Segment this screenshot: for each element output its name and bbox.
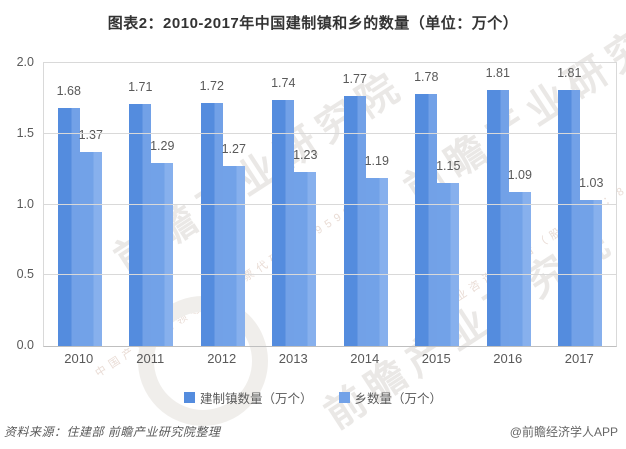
bar-value-label: 1.03 — [579, 176, 604, 191]
bar-group-2012: 1.72 1.27 — [187, 63, 259, 346]
y-tick-label: 1.5 — [16, 125, 34, 140]
bar-value-label: 1.78 — [414, 70, 439, 85]
x-label-2010: 2010 — [64, 351, 94, 366]
y-tick-label: 1.0 — [16, 196, 34, 211]
bar-value-label: 1.37 — [78, 128, 103, 143]
bar-towns-2010: 1.68 — [57, 84, 81, 346]
bar-value-label: 1.29 — [150, 139, 175, 154]
legend-item-townships: 乡数量（万个） — [338, 388, 443, 407]
legend-label: 建制镇数量（万个） — [199, 392, 313, 406]
bar-group-2011: 1.71 1.29 — [116, 63, 188, 346]
source-note: 资料来源：住建部 前瞻产业研究院整理 — [4, 425, 221, 439]
bar-value-label: 1.19 — [364, 153, 389, 168]
y-tick-label: 2.0 — [16, 55, 34, 69]
bar-towns-2011: 1.71 — [128, 80, 152, 346]
bar-townships-2010: 1.37 — [79, 128, 103, 346]
credit-note: @前瞻经济学人APP — [509, 425, 618, 439]
gridline — [44, 203, 616, 205]
bar-group-2015: 1.78 1.15 — [402, 63, 474, 346]
bar-group-2013: 1.74 1.23 — [259, 63, 331, 346]
x-label-2017: 2017 — [564, 351, 594, 366]
x-label-2013: 2013 — [278, 351, 308, 366]
bar-value-label: 1.81 — [485, 65, 510, 80]
gridline — [44, 132, 616, 134]
bar-townships-2016: 1.09 — [508, 168, 532, 346]
y-axis: 0.0 0.5 1.0 1.5 2.0 — [0, 55, 37, 352]
bars-row: 1.68 1.37 1.71 1.29 1.72 1.27 1.74 1.23 1.77 1.19… — [44, 63, 616, 346]
bar-towns-2017: 1.81 — [557, 66, 581, 346]
bar-townships-2011: 1.29 — [150, 139, 174, 346]
x-label-2016: 2016 — [493, 351, 523, 366]
bar-townships-2015: 1.15 — [436, 159, 460, 346]
bar-group-2010: 1.68 1.37 — [44, 63, 116, 346]
legend-item-towns: 建制镇数量（万个） — [183, 388, 313, 407]
gridline — [44, 274, 616, 276]
legend-swatch-icon — [338, 392, 350, 403]
bar-townships-2017: 1.03 — [579, 176, 603, 346]
bar-towns-2015: 1.78 — [414, 70, 438, 346]
x-label-2015: 2015 — [421, 351, 451, 366]
x-label-2014: 2014 — [350, 351, 380, 366]
x-label-2011: 2011 — [136, 351, 165, 366]
legend: 建制镇数量（万个） 乡数量（万个） — [0, 388, 626, 407]
x-label-2012: 2012 — [207, 351, 237, 366]
legend-label: 乡数量（万个） — [354, 392, 443, 406]
legend-swatch-icon — [183, 392, 195, 403]
bar-group-2017: 1.81 1.03 — [545, 63, 617, 346]
bar-value-label: 1.81 — [557, 65, 582, 80]
x-axis-labels: 2010 2011 2012 2013 2014 2015 2016 2017 — [43, 351, 615, 366]
bar-value-label: 1.72 — [199, 78, 224, 93]
y-tick-label: 0.5 — [16, 267, 34, 282]
bar-value-label: 1.68 — [56, 84, 81, 99]
bar-towns-2016: 1.81 — [486, 66, 510, 346]
bar-townships-2014: 1.19 — [365, 154, 389, 346]
y-tick-label: 0.0 — [16, 338, 34, 352]
bar-value-label: 1.15 — [436, 159, 461, 174]
bar-value-label: 1.09 — [507, 167, 532, 182]
bar-group-2016: 1.81 1.09 — [473, 63, 545, 346]
bar-value-label: 1.23 — [293, 147, 318, 162]
bar-towns-2013: 1.74 — [271, 76, 295, 346]
bar-towns-2012: 1.72 — [200, 79, 224, 346]
chart-title: 图表2：2010-2017年中国建制镇和乡的数量（单位：万个） — [107, 15, 519, 32]
bar-value-label: 1.27 — [221, 142, 246, 157]
bar-value-label: 1.71 — [128, 80, 153, 95]
plot-area: 1.68 1.37 1.71 1.29 1.72 1.27 1.74 1.23 1.77 1.19… — [43, 62, 617, 347]
bar-townships-2013: 1.23 — [293, 148, 317, 346]
bar-value-label: 1.77 — [342, 71, 367, 86]
bar-group-2014: 1.77 1.19 — [330, 63, 402, 346]
bar-towns-2014: 1.77 — [343, 72, 367, 346]
bar-townships-2012: 1.27 — [222, 142, 246, 346]
bar-value-label: 1.74 — [271, 75, 296, 90]
